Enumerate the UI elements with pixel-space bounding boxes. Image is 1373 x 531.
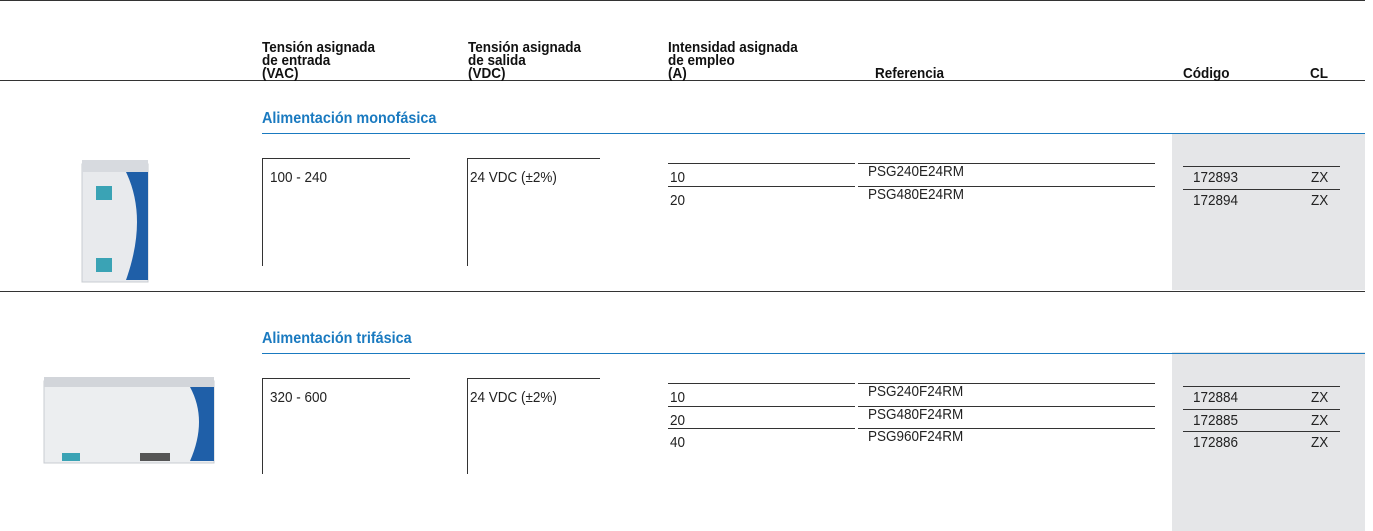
- code: 172894: [1193, 191, 1239, 209]
- cell-rule: [467, 158, 600, 159]
- column-header: Tensión asignada: [468, 39, 582, 56]
- row-rule: [858, 163, 1155, 164]
- section-rule: [0, 291, 1365, 292]
- cell-rule: [262, 158, 263, 266]
- current: 10: [670, 169, 686, 186]
- header-rule: [0, 80, 1365, 81]
- cl: ZX: [1311, 411, 1329, 429]
- output-voltage: 24 VDC (±2%): [470, 389, 557, 406]
- cl: ZX: [1311, 434, 1329, 451]
- row-rule: [668, 185, 855, 187]
- section-rule: [262, 353, 1365, 354]
- cell-rule: [467, 378, 600, 379]
- code-shade: [1172, 352, 1365, 531]
- row-rule: [858, 428, 1155, 429]
- column-header: Código: [1183, 65, 1230, 82]
- code: 172885: [1193, 411, 1239, 429]
- code: 172893: [1193, 169, 1239, 186]
- current: 20: [670, 411, 686, 429]
- row-rule: [668, 405, 855, 407]
- column-header: Referencia: [875, 65, 945, 82]
- row-rule: [858, 185, 1155, 187]
- reference: PSG480F24RM: [868, 405, 964, 423]
- row-rule: [668, 428, 855, 429]
- reference: PSG480E24RM: [868, 185, 965, 203]
- input-voltage: 320 - 600: [270, 389, 328, 406]
- row-rule: [858, 405, 1155, 407]
- cell-rule: [467, 378, 468, 474]
- column-header: CL: [1310, 65, 1328, 82]
- code: 172884: [1193, 389, 1239, 406]
- code-shade: [1172, 133, 1365, 290]
- reference: PSG240F24RM: [868, 383, 964, 400]
- current: 10: [670, 389, 686, 406]
- row-rule: [668, 163, 855, 164]
- product-image: [81, 160, 149, 283]
- row-rule: [1183, 386, 1340, 387]
- cl: ZX: [1311, 191, 1329, 209]
- section-rule: [262, 133, 1365, 134]
- section-title: Alimentación trifásica: [262, 330, 412, 347]
- row-rule: [1183, 166, 1340, 167]
- cell-rule: [467, 158, 468, 266]
- row-rule: [1183, 408, 1340, 410]
- section-title: Alimentación monofásica: [262, 110, 437, 127]
- cell-rule: [262, 158, 410, 159]
- row-rule: [1183, 431, 1340, 432]
- reference: PSG960F24RM: [868, 428, 964, 445]
- cell-rule: [262, 378, 410, 379]
- current: 40: [670, 434, 686, 451]
- row-rule: [858, 383, 1155, 384]
- column-header: (VAC): [262, 65, 299, 82]
- input-voltage: 100 - 240: [270, 169, 328, 186]
- row-rule: [1183, 188, 1340, 190]
- product-image: [43, 377, 215, 464]
- top-rule: [0, 0, 1365, 1]
- column-header: (A): [668, 65, 687, 82]
- column-header: de salida: [468, 52, 526, 69]
- code: 172886: [1193, 434, 1239, 451]
- column-header: Tensión asignada: [262, 39, 376, 56]
- current: 20: [670, 191, 686, 209]
- column-header: (VDC): [468, 65, 506, 82]
- row-rule: [668, 383, 855, 384]
- column-header: Intensidad asignada: [668, 39, 798, 56]
- column-header: de empleo: [668, 52, 735, 69]
- output-voltage: 24 VDC (±2%): [470, 169, 557, 186]
- cl: ZX: [1311, 169, 1329, 186]
- cl: ZX: [1311, 389, 1329, 406]
- reference: PSG240E24RM: [868, 163, 965, 180]
- column-header: de entrada: [262, 52, 331, 69]
- cell-rule: [262, 378, 263, 474]
